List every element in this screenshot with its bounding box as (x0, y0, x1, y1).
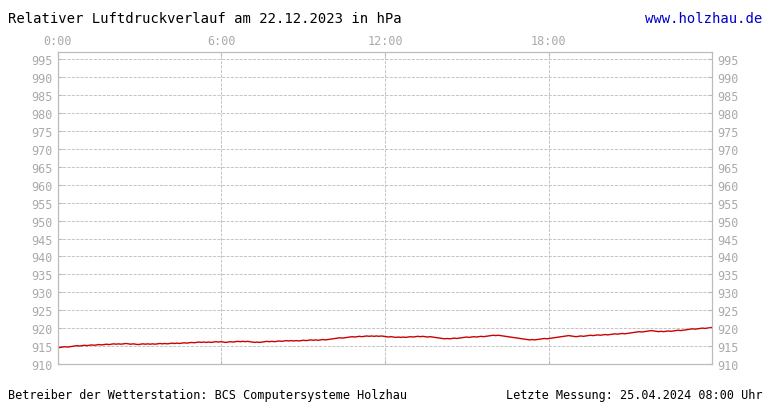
Text: Relativer Luftdruckverlauf am 22.12.2023 in hPa: Relativer Luftdruckverlauf am 22.12.2023… (8, 12, 401, 26)
Text: Letzte Messung: 25.04.2024 08:00 Uhr: Letzte Messung: 25.04.2024 08:00 Uhr (506, 388, 762, 401)
Text: Betreiber der Wetterstation: BCS Computersysteme Holzhau: Betreiber der Wetterstation: BCS Compute… (8, 388, 407, 401)
Text: www.holzhau.de: www.holzhau.de (645, 12, 762, 26)
